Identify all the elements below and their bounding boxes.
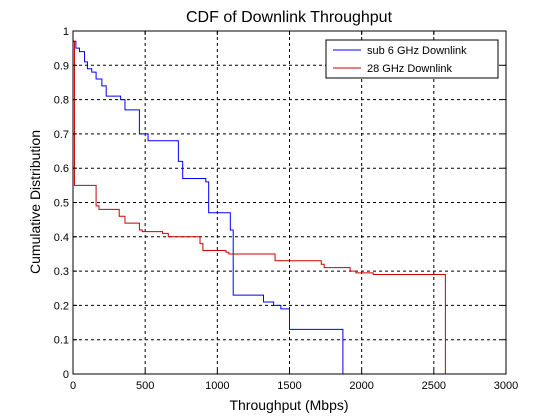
legend-label-sub6: sub 6 GHz Downlink <box>367 45 467 57</box>
series-layer <box>72 31 446 374</box>
x-tick-labels: 0 500 1000 1500 2000 2500 3000 <box>70 380 518 392</box>
y-tick-label: 0.1 <box>54 335 69 347</box>
plot-frame <box>72 30 507 375</box>
x-tick-label: 0 <box>70 380 76 392</box>
y-tick-label: 0.4 <box>54 232 69 244</box>
y-tick-label: 0.5 <box>54 198 69 210</box>
y-tick-label: 0.2 <box>54 300 69 312</box>
x-tick-label: 2000 <box>349 380 373 392</box>
x-tick-label: 3000 <box>494 380 518 392</box>
series-line-0 <box>72 31 344 374</box>
x-tick-label: 2500 <box>422 380 446 392</box>
x-tick-label: 1000 <box>205 380 229 392</box>
y-tick-label: 0.7 <box>54 129 69 141</box>
y-tick-labels: 0 0.1 0.2 0.3 0.4 0.5 0.6 0.7 0.8 0.9 1 <box>54 26 69 381</box>
y-tick-label: 1 <box>63 26 69 38</box>
x-tick-label: 1500 <box>277 380 301 392</box>
y-tick-label: 0.8 <box>54 95 69 107</box>
chart-title: CDF of Downlink Throughput <box>186 9 393 26</box>
y-tick-label: 0 <box>63 369 69 381</box>
y-tick-label: 0.6 <box>54 163 69 175</box>
y-tick-label: 0.9 <box>54 60 69 72</box>
legend: sub 6 GHz Downlink 28 GHz Downlink <box>325 39 499 79</box>
x-tick-label: 500 <box>136 380 154 392</box>
series-0 <box>72 31 344 374</box>
y-tick-label: 0.3 <box>54 266 69 278</box>
legend-box <box>325 39 499 79</box>
series-1 <box>72 31 446 374</box>
legend-label-28ghz: 28 GHz Downlink <box>367 63 452 75</box>
y-axis-label: Cumulative Distribution <box>27 130 43 274</box>
x-axis-label: Throughput (Mbps) <box>229 397 348 413</box>
